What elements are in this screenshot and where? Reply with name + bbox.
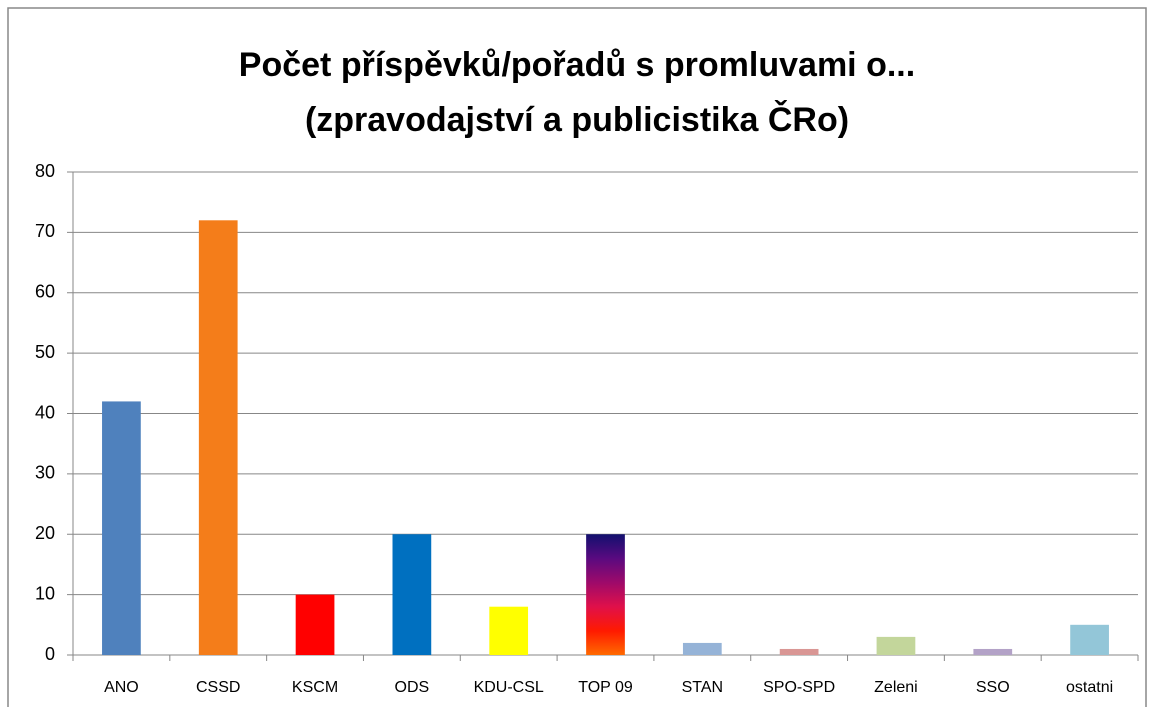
bar bbox=[489, 606, 529, 655]
y-tick-label: 10 bbox=[35, 583, 55, 603]
y-tick-label: 40 bbox=[35, 402, 55, 422]
bar bbox=[973, 648, 1013, 655]
chart-title: Počet příspěvků/pořadů s promluvami o... bbox=[239, 46, 915, 84]
bar bbox=[586, 534, 625, 655]
bar bbox=[102, 401, 141, 655]
bar bbox=[295, 594, 335, 655]
x-tick-label: KSCM bbox=[292, 679, 338, 696]
y-tick-label: 20 bbox=[35, 523, 55, 543]
x-tick-label: TOP 09 bbox=[578, 679, 633, 696]
y-tick-label: 70 bbox=[35, 221, 55, 241]
bar bbox=[1070, 624, 1109, 655]
y-tick-label: 50 bbox=[35, 342, 55, 362]
x-tick-label: SPO-SPD bbox=[763, 679, 835, 696]
x-tick-label: ODS bbox=[395, 679, 430, 696]
bar bbox=[392, 534, 432, 655]
chart-border bbox=[7, 7, 1147, 707]
bar bbox=[682, 642, 722, 655]
x-tick-label: ostatni bbox=[1066, 679, 1113, 696]
chart-title: (zpravodajství a publicistika ČRo) bbox=[305, 100, 849, 139]
x-tick-label: KDU-CSL bbox=[474, 679, 544, 696]
x-tick-label: CSSD bbox=[196, 679, 240, 696]
y-tick-label: 60 bbox=[35, 282, 55, 302]
y-tick-label: 80 bbox=[35, 161, 55, 181]
y-tick-label: 30 bbox=[35, 463, 55, 483]
bar bbox=[779, 648, 819, 655]
x-tick-label: Zeleni bbox=[874, 679, 918, 696]
x-tick-label: ANO bbox=[104, 679, 139, 696]
x-tick-label: SSO bbox=[976, 679, 1010, 696]
bar bbox=[198, 220, 238, 656]
bar bbox=[876, 636, 916, 655]
y-tick-label: 0 bbox=[45, 644, 55, 664]
x-tick-label: STAN bbox=[682, 679, 723, 696]
